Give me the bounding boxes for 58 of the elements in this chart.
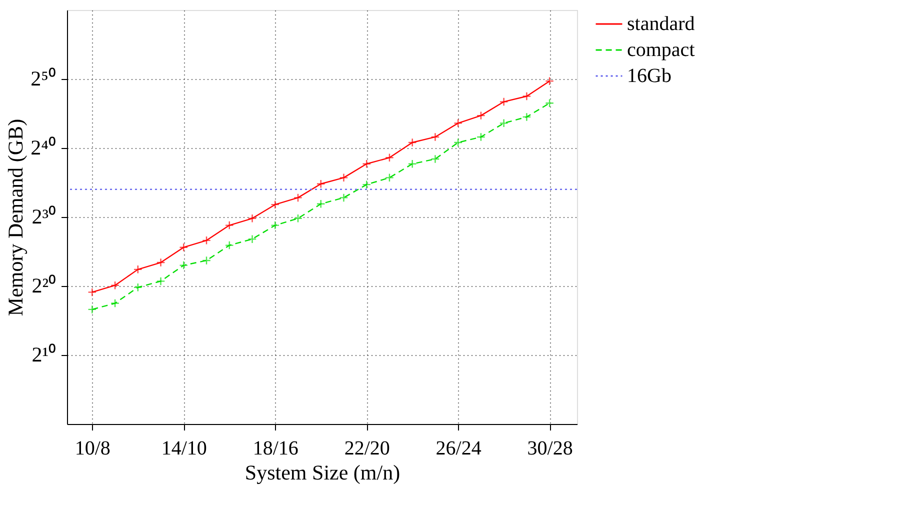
point: [339, 173, 348, 182]
y-tick-label: 2³⁰: [32, 204, 56, 228]
legend-label: standard: [627, 13, 695, 35]
point: [545, 76, 554, 86]
x-axis-title: System Size (m/n): [244, 460, 400, 484]
y-tick-label: 2⁵⁰: [30, 66, 56, 90]
x-tick-label: 30/28: [527, 438, 573, 460]
legend-label: compact: [627, 39, 696, 61]
point: [499, 118, 508, 128]
point: [224, 240, 234, 250]
point: [316, 179, 326, 188]
y-tick-label: 2⁴⁰: [30, 136, 56, 160]
y-axis-title: Memory Demand (GB): [4, 118, 28, 316]
point: [454, 138, 463, 147]
x-tick-label: 14/10: [161, 438, 207, 460]
point: [88, 304, 97, 314]
point: [133, 264, 142, 274]
legend-label: 16Gb: [627, 65, 672, 87]
point: [179, 242, 188, 252]
x-tick-label: 18/16: [252, 438, 298, 460]
point: [179, 260, 188, 270]
point: [88, 288, 97, 297]
point: [384, 173, 394, 182]
point: [133, 282, 142, 292]
point: [270, 220, 280, 230]
point: [248, 214, 257, 223]
point: [454, 118, 463, 128]
point: [384, 153, 394, 162]
y-tick-label: 2¹⁰: [32, 342, 56, 366]
point: [430, 132, 440, 142]
point: [430, 154, 440, 164]
x-tick-label: 10/8: [74, 438, 110, 460]
x-tick-label: 22/20: [344, 438, 390, 460]
y-tick-label: 2²⁰: [32, 274, 56, 298]
point: [248, 234, 257, 244]
point: [202, 256, 211, 265]
x-tick-label: 26/24: [436, 438, 482, 460]
point: [522, 112, 532, 122]
point: [202, 236, 211, 245]
point: [156, 258, 166, 267]
point: [476, 132, 486, 142]
point: [294, 193, 302, 202]
point: [362, 180, 372, 190]
point: [224, 220, 234, 230]
point: [316, 199, 326, 208]
point: [294, 214, 302, 223]
point: [545, 98, 554, 108]
point: [408, 138, 417, 147]
point: [522, 92, 532, 101]
point: [339, 193, 348, 202]
point: [110, 298, 120, 308]
point: [408, 159, 417, 168]
point: [110, 280, 120, 290]
point: [476, 111, 486, 120]
point: [156, 276, 166, 286]
point: [362, 159, 372, 168]
point: [499, 97, 508, 106]
point: [270, 200, 280, 210]
